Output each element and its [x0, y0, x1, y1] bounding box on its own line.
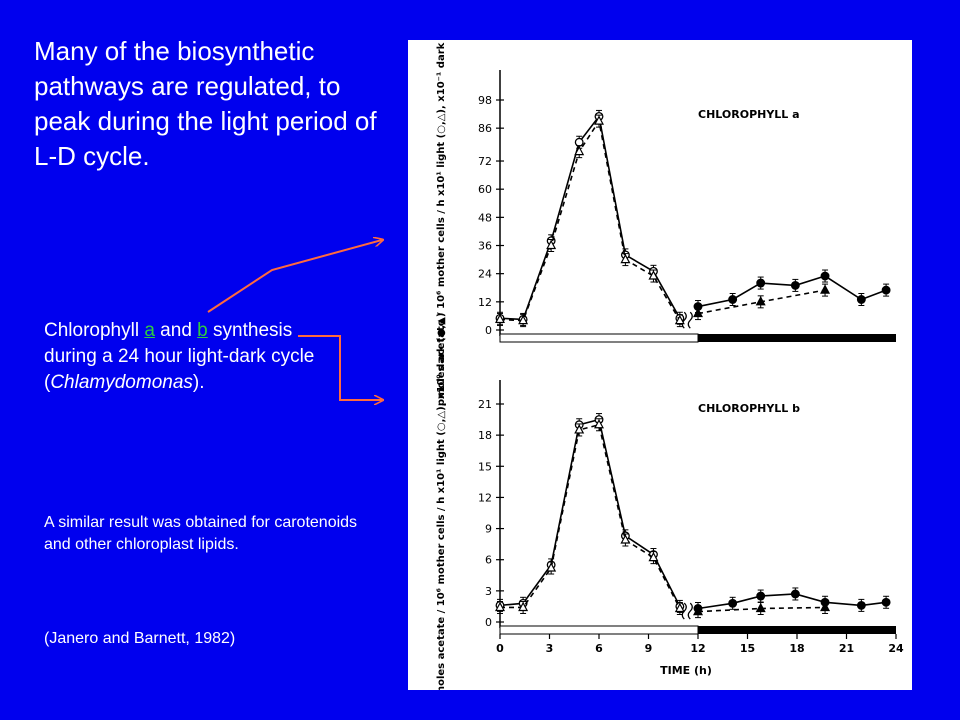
y-tick-label: 0: [485, 616, 492, 629]
y-tick-label: 48: [478, 211, 492, 224]
y-tick-label: 60: [478, 183, 492, 196]
data-point: [881, 597, 891, 607]
data-point: [756, 278, 766, 288]
data-point: [594, 418, 604, 429]
dark-period-bar: [698, 626, 896, 634]
x-tick-label: 15: [740, 642, 755, 655]
y-tick-label: 86: [478, 122, 492, 135]
y-tick-label: 12: [478, 491, 492, 504]
data-point: [620, 253, 631, 264]
chart-title: CHLOROPHYLL b: [698, 402, 800, 415]
data-point: [820, 284, 831, 294]
x-tick-label: 12: [690, 642, 705, 655]
axis-break: [687, 602, 693, 620]
data-point: [546, 239, 557, 250]
x-tick-label: 3: [546, 642, 554, 655]
figure-caption: Chlorophyll a and b synthesis during a 2…: [44, 318, 344, 396]
x-tick-label: 21: [839, 642, 854, 655]
arrow-to-chlorophyll-a: [207, 240, 382, 313]
data-point: [546, 562, 557, 572]
series-line-3: [697, 606, 826, 613]
y-tick-label: 12: [478, 296, 492, 309]
data-point: [648, 270, 659, 280]
x-tick-label: 0: [496, 642, 504, 655]
chlorophyll-a-panel: pmoles acetate / 10⁶ mother cells / h x1…: [436, 40, 896, 406]
caption-text-2: and: [154, 320, 198, 341]
data-point: [574, 137, 584, 147]
data-point: [518, 601, 529, 612]
x-tick-label: 18: [789, 642, 804, 655]
data-point: [693, 605, 703, 616]
y-tick-label: 0: [485, 324, 492, 337]
series-line-1: [499, 119, 681, 322]
chlorophyll-figure: pmoles acetate / 10⁶ mother cells / h x1…: [408, 40, 912, 690]
data-point: [881, 285, 891, 295]
organism-name: Chlamydomonas: [50, 372, 193, 393]
y-tick-label: 18: [478, 429, 492, 442]
data-point: [693, 307, 703, 318]
data-point: [856, 600, 866, 610]
arrow-to-chlorophyll-b: [298, 335, 382, 400]
data-point: [674, 602, 685, 613]
caption-text-1: Chlorophyll: [44, 320, 145, 341]
data-point: [755, 602, 766, 613]
data-point: [820, 271, 830, 281]
axis-break: [681, 311, 687, 329]
y-tick-label: 9: [485, 523, 492, 536]
light-period-bar: [499, 333, 699, 343]
chlorophyll-a-link[interactable]: a: [144, 320, 155, 341]
data-point: [518, 314, 529, 325]
dark-period-bar: [698, 334, 896, 342]
y-tick-label: 15: [478, 460, 492, 473]
data-point: [495, 601, 505, 612]
data-point: [820, 601, 831, 612]
data-point: [728, 598, 738, 608]
y-axis-label: pmoles acetate / 10⁶ mother cells / h x1…: [436, 313, 447, 690]
y-tick-label: 6: [485, 554, 492, 567]
series-line-0: [499, 114, 681, 321]
axis-break: [687, 311, 693, 329]
chart-title: CHLOROPHYLL a: [698, 108, 800, 121]
slide-heading: Many of the biosynthetic pathways are re…: [34, 36, 377, 171]
data-point: [728, 295, 738, 304]
caption-text-4: ).: [192, 372, 205, 393]
y-tick-label: 3: [485, 585, 492, 598]
caption-text-3: synthesis during a 24 hour light-dark cy…: [44, 320, 315, 393]
data-point: [674, 314, 685, 325]
light-period-bar: [499, 625, 699, 635]
x-tick-label: 6: [595, 642, 603, 655]
data-point: [574, 424, 585, 434]
data-point: [648, 551, 659, 562]
y-tick-label: 24: [478, 268, 492, 281]
y-tick-label: 36: [478, 240, 492, 253]
data-point: [495, 313, 505, 324]
chlorophyll-b-panel: pmoles acetate / 10⁶ mother cells / h x1…: [436, 313, 904, 690]
y-axis-label: pmoles acetate / 10⁶ mother cells / h x1…: [436, 40, 447, 406]
data-point: [620, 534, 631, 544]
y-tick-label: 72: [478, 155, 492, 168]
citation: (Janero and Barnett, 1982): [44, 630, 236, 647]
data-point: [856, 295, 866, 304]
data-point: [594, 115, 604, 125]
series-line-0: [499, 418, 681, 607]
data-point: [755, 296, 766, 306]
lipid-note: A similar result was obtained for carote…: [44, 514, 358, 553]
x-tick-label: 9: [645, 642, 653, 655]
series-line-1: [500, 423, 681, 609]
y-tick-label: 98: [478, 94, 492, 107]
y-tick-label: 21: [478, 398, 492, 411]
x-tick-label: 24: [888, 642, 904, 655]
chlorophyll-b-link[interactable]: b: [197, 320, 208, 341]
data-point: [790, 280, 800, 290]
data-point: [574, 145, 585, 156]
x-axis-label: TIME (h): [660, 664, 712, 677]
data-point: [790, 589, 800, 599]
data-point: [756, 591, 766, 601]
